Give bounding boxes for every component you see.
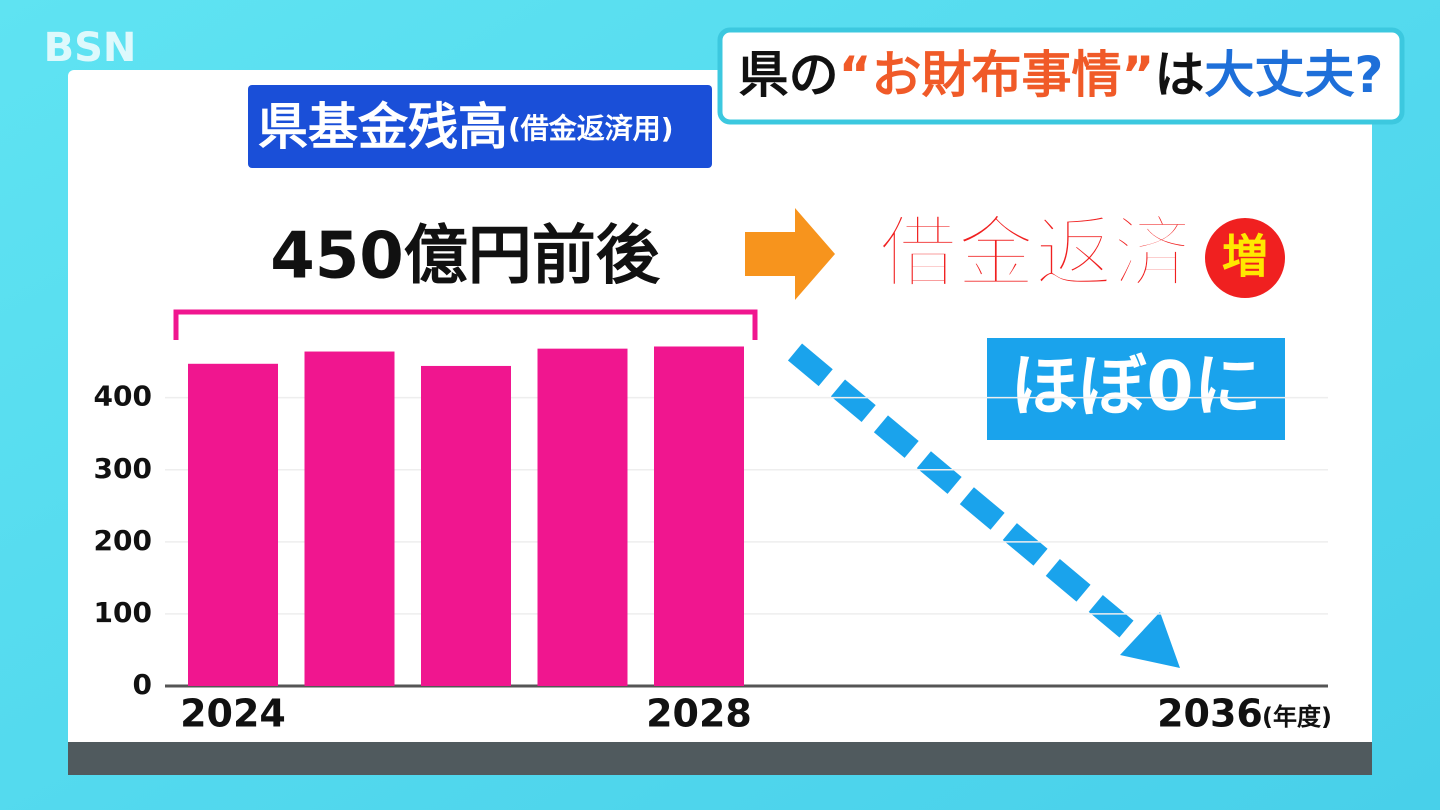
y-tick-label: 400: [94, 380, 152, 413]
range-annotation: 450億円前後: [270, 220, 661, 294]
bar: [654, 346, 744, 686]
headline-part: “お財布事情”: [839, 46, 1155, 104]
y-tick-label: 0: [133, 668, 152, 701]
bar: [188, 363, 278, 686]
y-tick-label: 300: [94, 452, 152, 485]
headline-box: [717, 27, 1405, 125]
increase-badge: [1205, 218, 1285, 298]
headline-part: 大丈夫?: [1204, 46, 1383, 104]
y-tick-label: 100: [94, 596, 152, 629]
bar: [421, 365, 511, 686]
headline-part: は: [1154, 46, 1204, 104]
bar: [537, 348, 628, 686]
chart-title-main: 県基金残高: [258, 98, 508, 156]
orange-arrow: [745, 208, 835, 300]
chart-title: 県基金残高(借金返済用): [258, 98, 674, 156]
zero-box: [987, 338, 1285, 440]
headline-part: 県の: [739, 46, 839, 104]
zero-annotation: ほぼ0に: [1010, 348, 1261, 427]
x-tick-label: 2024: [180, 692, 286, 736]
headline: 県の“お財布事情”は大丈夫?: [739, 46, 1384, 104]
y-tick-label: 200: [94, 524, 152, 557]
logo: BSN: [44, 25, 137, 71]
trend-arrow-head: [1120, 612, 1180, 668]
bar: [304, 351, 395, 686]
chart-subtitle: (借金返済用): [508, 112, 674, 145]
increase-text: 増: [1222, 230, 1268, 284]
title-box: [248, 85, 712, 168]
repay-annotation: 借金返済: [878, 208, 1192, 298]
x-tick-label: 2028: [646, 692, 752, 736]
x-axis-label: (年度): [1262, 703, 1332, 731]
bracket: [173, 309, 758, 340]
x-tick-label: 2036: [1157, 692, 1263, 736]
trend-arrow-shaft: [787, 343, 1138, 641]
card-footer: [68, 742, 1372, 775]
